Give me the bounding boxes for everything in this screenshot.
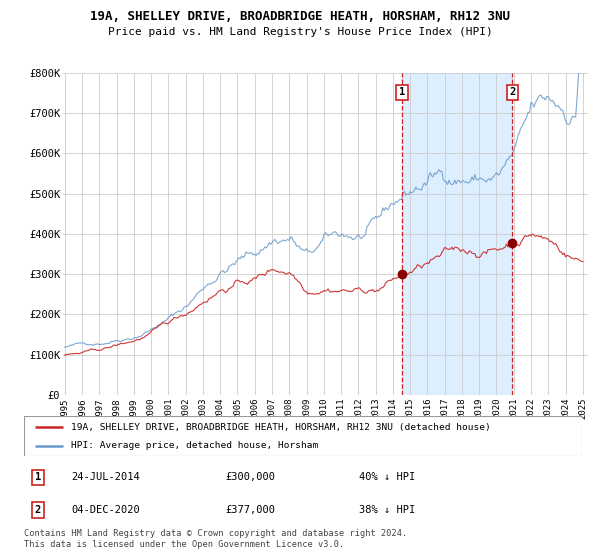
Text: Contains HM Land Registry data © Crown copyright and database right 2024.
This d: Contains HM Land Registry data © Crown c…	[24, 529, 407, 549]
Text: 40% ↓ HPI: 40% ↓ HPI	[359, 473, 415, 482]
Text: 19A, SHELLEY DRIVE, BROADBRIDGE HEATH, HORSHAM, RH12 3NU (detached house): 19A, SHELLEY DRIVE, BROADBRIDGE HEATH, H…	[71, 423, 491, 432]
FancyBboxPatch shape	[24, 416, 582, 456]
Text: 2: 2	[35, 505, 41, 515]
Text: £300,000: £300,000	[225, 473, 275, 482]
Text: 04-DEC-2020: 04-DEC-2020	[71, 505, 140, 515]
Bar	[402, 73, 512, 395]
Text: HPI: Average price, detached house, Horsham: HPI: Average price, detached house, Hors…	[71, 441, 319, 450]
Text: 24-JUL-2014: 24-JUL-2014	[71, 473, 140, 482]
Text: 1: 1	[35, 473, 41, 482]
Text: 1: 1	[399, 87, 406, 97]
Text: Price paid vs. HM Land Registry's House Price Index (HPI): Price paid vs. HM Land Registry's House …	[107, 27, 493, 37]
Text: 19A, SHELLEY DRIVE, BROADBRIDGE HEATH, HORSHAM, RH12 3NU: 19A, SHELLEY DRIVE, BROADBRIDGE HEATH, H…	[90, 10, 510, 23]
Text: 2: 2	[509, 87, 515, 97]
Text: 38% ↓ HPI: 38% ↓ HPI	[359, 505, 415, 515]
Text: £377,000: £377,000	[225, 505, 275, 515]
